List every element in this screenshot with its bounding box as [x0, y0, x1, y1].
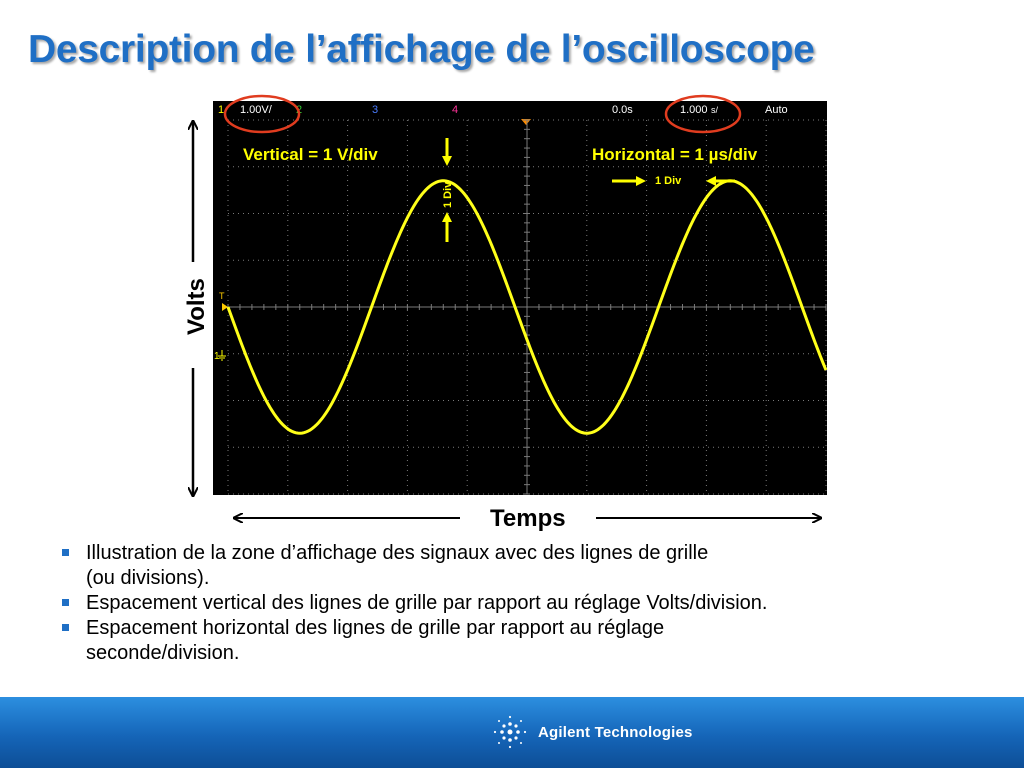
- horizontal-div-label: 1 Div: [655, 175, 682, 187]
- ch1-scale-highlight-circle: [223, 94, 301, 134]
- bullet-text: Espacement vertical des lignes de grille…: [86, 592, 768, 614]
- time-delay: 0.0s: [612, 104, 633, 116]
- vertical-setting-label: Vertical = 1 V/div: [243, 145, 378, 164]
- time-unit: s/: [711, 105, 719, 115]
- trigger-level-arrow: [222, 303, 228, 311]
- bullet-text: Illustration de la zone d’affichage des …: [86, 542, 709, 564]
- bullet-text-continuation: (ou divisions).: [86, 567, 210, 589]
- bullet-square-icon: [62, 624, 69, 631]
- time-scale: 1.000: [680, 104, 708, 116]
- scope-status-bar: [213, 101, 827, 118]
- ch1-ground-marker: 1: [214, 351, 220, 362]
- bullet-text-continuation: seconde/division.: [86, 642, 240, 664]
- scope-grid: [227, 119, 827, 495]
- scope-illustration: 1 1.00V/ 2 3 4 0.0s 1.000 s/ Auto T 1 Ve…: [183, 94, 828, 532]
- bullet-list: Illustration de la zone d’affichage des …: [62, 541, 982, 666]
- horizontal-setting-label: Horizontal = 1 µs/div: [592, 145, 758, 164]
- footer-bar: Agilent Technologies: [0, 697, 1024, 768]
- trigger-level-marker: T: [219, 291, 225, 301]
- scope-screen: [213, 101, 827, 495]
- bullet-item: Espacement horizontal des lignes de gril…: [62, 616, 982, 666]
- bullet-text: Espacement horizontal des lignes de gril…: [86, 617, 665, 639]
- bullet-item: Illustration de la zone d’affichage des …: [62, 541, 982, 591]
- time-axis-label: Temps: [490, 505, 566, 532]
- vertical-div-label: 1 Div: [442, 181, 454, 208]
- ch3-number: 3: [372, 104, 378, 116]
- time-scale-highlight-circle: [664, 94, 742, 134]
- scope-svg: 1 1.00V/ 2 3 4 0.0s 1.000 s/ Auto T 1 Ve…: [183, 94, 828, 532]
- ground-icon: [218, 350, 226, 361]
- bullet-square-icon: [62, 599, 69, 606]
- ch4-number: 4: [452, 104, 458, 116]
- agilent-spark-icon: [493, 715, 527, 749]
- ch1-scale: 1.00V/: [240, 104, 273, 116]
- trigger-mode: Auto: [765, 104, 788, 116]
- ch1-number: 1: [218, 104, 224, 116]
- bullet-square-icon: [62, 549, 69, 556]
- volts-axis-label: Volts: [183, 278, 210, 335]
- slide-title: Description de l’affichage de l’oscillos…: [28, 28, 815, 71]
- bullet-item: Espacement vertical des lignes de grille…: [62, 591, 982, 616]
- brand-name: Agilent Technologies: [538, 723, 693, 741]
- agilent-logo: Agilent Technologies: [490, 707, 750, 757]
